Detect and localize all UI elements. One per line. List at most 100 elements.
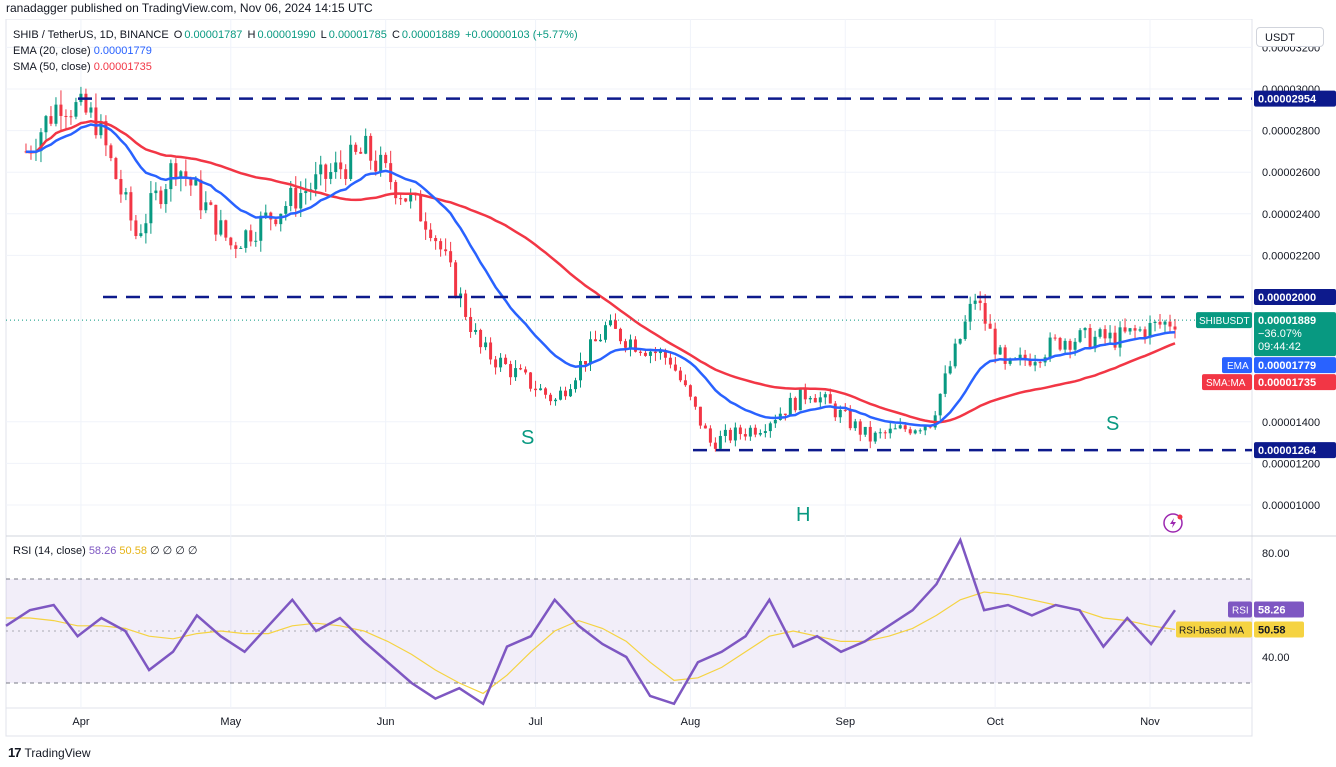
candle-body xyxy=(688,385,692,397)
currency-button[interactable]: USDT xyxy=(1256,27,1324,47)
candle-body xyxy=(549,394,553,402)
candle-body xyxy=(823,394,827,398)
candle-body xyxy=(449,251,453,263)
candle-body xyxy=(1158,321,1162,325)
rsi-grid xyxy=(6,578,1252,684)
candle-body xyxy=(598,339,602,342)
price-tick-label: 0.00002600 xyxy=(1262,167,1320,179)
candle-body xyxy=(429,229,433,239)
candle-body xyxy=(474,329,478,332)
time-tick-label: Nov xyxy=(1140,716,1160,728)
candle-body xyxy=(703,425,707,429)
candle-body xyxy=(1163,321,1167,325)
price-tick-label: 0.00002400 xyxy=(1262,209,1320,221)
time-tick-label: Jul xyxy=(529,716,543,728)
candle-body xyxy=(214,204,218,235)
candle-body xyxy=(748,427,752,437)
candle-body xyxy=(39,132,43,152)
candle-body xyxy=(129,192,133,221)
candle-body xyxy=(653,351,657,354)
candle-body xyxy=(284,205,288,214)
candle-body xyxy=(144,223,148,234)
tag-symbol: SHIBUSDT xyxy=(1199,316,1250,327)
candle-body xyxy=(264,212,268,216)
candle-body xyxy=(768,423,772,432)
candle-body xyxy=(763,431,767,434)
candle-body xyxy=(923,425,927,431)
candle-body xyxy=(973,300,977,304)
candle-body xyxy=(159,190,163,205)
tag-support: 0.00001264 xyxy=(1258,445,1317,457)
horizontal-levels xyxy=(6,97,1252,452)
candle-body xyxy=(883,432,887,434)
rsi-ma-line xyxy=(6,591,1176,695)
candle-body xyxy=(464,293,468,317)
candle-body xyxy=(698,406,702,426)
candle-body xyxy=(409,194,413,202)
candle-body xyxy=(559,390,563,400)
lightning-icon[interactable] xyxy=(1163,513,1183,533)
candle-body xyxy=(344,169,348,179)
tag-sma-label: SMA:MA xyxy=(1206,378,1246,389)
tag-ema-label: EMA xyxy=(1227,361,1249,372)
price-tick-label: 0.00002200 xyxy=(1262,250,1320,262)
legend-h-label: H xyxy=(247,29,256,41)
candle-body xyxy=(798,388,802,411)
candle-body xyxy=(244,230,248,248)
candle-body xyxy=(259,215,263,241)
candle-body xyxy=(853,421,857,429)
candle-body xyxy=(803,388,807,400)
price-tick-label: 0.00002800 xyxy=(1262,126,1320,138)
tradingview-logo-icon: 17 xyxy=(8,745,22,760)
candle-body xyxy=(574,380,578,390)
candle-body xyxy=(494,359,498,368)
candle-body xyxy=(738,427,742,435)
legend-symbol[interactable]: SHIB / TetherUS, 1D, BINANCE xyxy=(13,29,169,41)
candle-body xyxy=(628,339,632,348)
price-tick-label: 0.00001200 xyxy=(1262,458,1320,470)
candle-body xyxy=(613,320,617,329)
candle-body xyxy=(514,368,518,378)
candle-body xyxy=(74,102,78,117)
tag-rsi: 58.26 xyxy=(1258,605,1286,617)
tag-sma-label-bg xyxy=(1202,374,1252,391)
candle-body xyxy=(903,425,907,430)
candle-body xyxy=(139,233,143,237)
candle-body xyxy=(783,413,787,415)
candle-body xyxy=(484,342,488,348)
candle-body xyxy=(838,409,842,418)
tag-last-price: 0.00001889 xyxy=(1258,315,1316,327)
tag-sma-bg xyxy=(1254,374,1336,391)
candle-body xyxy=(1168,321,1172,327)
candle-body xyxy=(299,193,303,209)
legend-change: +0.00000103 (+5.77%) xyxy=(465,29,578,41)
head-label: H xyxy=(796,504,810,526)
rsi-line xyxy=(5,536,1177,706)
candle-body xyxy=(154,190,158,194)
legend-open: 0.00001787 xyxy=(184,29,243,41)
legend-o-label: O xyxy=(173,29,183,41)
candle-body xyxy=(873,432,877,442)
legend-sma[interactable]: SMA (50, close) 0.00001735 xyxy=(13,59,580,75)
legend-ema[interactable]: EMA (20, close) 0.00001779 xyxy=(13,43,580,59)
candle-body xyxy=(948,366,952,374)
candle-body xyxy=(64,115,68,117)
candle-body xyxy=(863,426,867,435)
rsi-legend[interactable]: RSI (14, close) 58.26 50.58 ∅ ∅ ∅ ∅ xyxy=(13,543,198,559)
rsi-legend-extras: ∅ ∅ ∅ ∅ xyxy=(150,545,198,557)
candle-body xyxy=(134,220,138,237)
candle-body xyxy=(683,380,687,386)
candle-body xyxy=(384,154,388,164)
candle-body xyxy=(564,390,568,397)
candle-body xyxy=(998,347,1002,355)
candle-body xyxy=(1048,337,1052,358)
rsi-legend-label: RSI (14, close) xyxy=(13,545,86,557)
candle-body xyxy=(319,164,323,175)
chart-canvas[interactable]: 0.000032000.000030000.000028000.00002600… xyxy=(0,18,1336,741)
candle-body xyxy=(1118,327,1122,348)
candle-body xyxy=(544,388,548,395)
candle-body xyxy=(354,144,358,152)
candle-body xyxy=(1108,332,1112,339)
candle-body xyxy=(99,121,103,136)
candle-body xyxy=(379,154,383,172)
